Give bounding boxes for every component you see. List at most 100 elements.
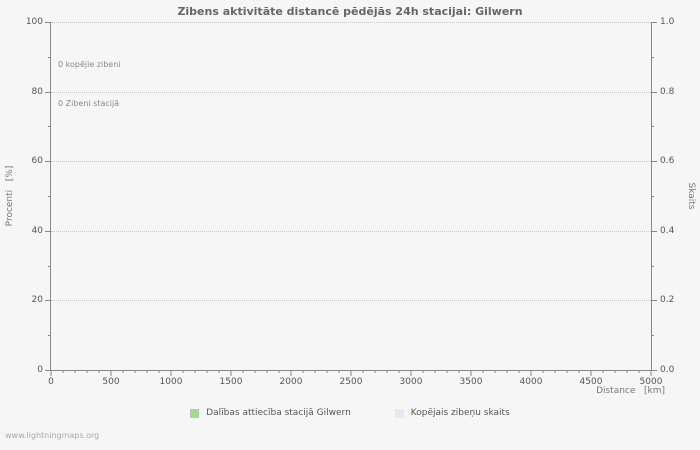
- legend-swatch-green: [190, 408, 200, 418]
- axis-minor-tick: [651, 196, 654, 197]
- axis-minor-tick: [458, 370, 460, 373]
- axis-minor-tick: [146, 370, 148, 373]
- y-tick-label-right: 1.0: [660, 17, 675, 27]
- axis-tick: [651, 22, 657, 23]
- x-axis-label: Distance [km]: [596, 386, 665, 396]
- axis-minor-tick: [651, 335, 654, 337]
- grid-line: [51, 230, 651, 232]
- axis-minor-tick: [651, 265, 654, 267]
- axis-tick: [651, 370, 657, 371]
- x-tick-label: 4000: [519, 377, 543, 387]
- axis-tick: [651, 91, 657, 93]
- x-tick-label: 500: [102, 377, 120, 387]
- axis-minor-tick: [158, 370, 160, 373]
- grid-line: [51, 22, 651, 23]
- axis-tick: [650, 370, 652, 376]
- y-tick-label-right: 0.2: [660, 295, 675, 306]
- legend-item-station-ratio: Dalības attiecība stacijā Gilwern: [190, 408, 351, 418]
- axis-tick: [530, 370, 532, 376]
- axis-tick: [50, 370, 52, 376]
- axis-minor-tick: [638, 370, 640, 373]
- axis-minor-tick: [314, 370, 316, 373]
- axis-minor-tick: [542, 370, 544, 373]
- x-tick-label: 1500: [219, 377, 243, 387]
- axis-tick: [45, 91, 51, 93]
- axis-minor-tick: [651, 126, 654, 128]
- axis-minor-tick: [122, 370, 124, 373]
- axis-minor-tick: [602, 370, 604, 373]
- y-tick-label-right: 0.8: [660, 86, 675, 97]
- axis-minor-tick: [482, 370, 484, 373]
- axis-tick: [45, 300, 51, 302]
- y-tick-label-left: 0: [37, 365, 43, 375]
- axis-minor-tick: [434, 370, 436, 373]
- axis-minor-tick: [398, 370, 400, 373]
- axis-tick: [45, 22, 51, 23]
- axis-minor-tick: [98, 370, 100, 373]
- axis-minor-tick: [326, 370, 328, 373]
- axis-minor-tick: [218, 370, 220, 373]
- axis-minor-tick: [302, 370, 304, 373]
- axis-tick: [410, 370, 412, 376]
- axis-minor-tick: [506, 370, 508, 373]
- legend-item-total-strikes: Kopējais zibeņu skaits: [394, 408, 510, 418]
- axis-tick: [651, 161, 657, 163]
- axis-tick: [45, 230, 51, 232]
- axis-minor-tick: [194, 370, 196, 373]
- y-axis-label-right: Skaits: [686, 182, 696, 210]
- axis-minor-tick: [651, 56, 654, 58]
- annotation-station-strikes: 0 Zibeni stacijā: [58, 99, 120, 108]
- axis-minor-tick: [422, 370, 424, 373]
- legend-swatch-lavender: [394, 408, 404, 418]
- y-tick-label-left: 20: [31, 295, 43, 306]
- y-tick-label-left: 60: [31, 156, 43, 167]
- axis-minor-tick: [254, 370, 256, 373]
- axis-minor-tick: [48, 56, 51, 58]
- axis-tick: [590, 370, 592, 376]
- axis-minor-tick: [48, 265, 51, 267]
- axis-minor-tick: [518, 370, 520, 373]
- legend-label: Kopējais zibeņu skaits: [410, 408, 510, 418]
- grid-line: [51, 161, 651, 163]
- grid-line: [51, 91, 651, 93]
- axis-minor-tick: [338, 370, 340, 373]
- axis-minor-tick: [446, 370, 448, 373]
- axis-minor-tick: [626, 370, 628, 373]
- axis-minor-tick: [566, 370, 568, 373]
- x-tick-label: 0: [48, 377, 54, 387]
- y-axis-label-left: Procenti [%]: [5, 165, 15, 227]
- axis-tick: [170, 370, 172, 376]
- y-tick-label-right: 0.4: [660, 225, 675, 236]
- axis-minor-tick: [614, 370, 616, 373]
- plot-area: 0 kopējie zibeni 0 Zibeni stacijā 0 0.0 20…: [26, 17, 675, 387]
- axis-minor-tick: [74, 370, 76, 373]
- axis-minor-tick: [494, 370, 496, 373]
- grid-line: [51, 300, 651, 302]
- axis-tick: [470, 370, 472, 376]
- axis-minor-tick: [48, 335, 51, 337]
- axis-minor-tick: [242, 370, 244, 373]
- axis-tick: [290, 370, 292, 376]
- axis-minor-tick: [386, 370, 388, 373]
- watermark-link[interactable]: www.lightningmaps.org: [5, 431, 100, 440]
- axis-minor-tick: [374, 370, 376, 373]
- y-tick-label-right: 0.0: [660, 365, 675, 375]
- axis-minor-tick: [362, 370, 364, 373]
- axis-minor-tick: [578, 370, 580, 373]
- axis-tick: [45, 161, 51, 163]
- axis-tick: [230, 370, 232, 376]
- chart-legend: Dalības attiecība stacijā Gilwern Kopēja…: [0, 408, 700, 418]
- axis-minor-tick: [48, 196, 51, 197]
- y-tick-label-right: 0.6: [660, 156, 675, 167]
- axis-minor-tick: [266, 370, 268, 373]
- axis-minor-tick: [206, 370, 208, 373]
- axis-minor-tick: [278, 370, 280, 373]
- y-tick-label-left: 100: [25, 17, 43, 27]
- x-tick-label: 2500: [339, 377, 363, 387]
- x-tick-label: 2000: [279, 377, 303, 387]
- axis-minor-tick: [86, 370, 88, 373]
- y-tick-label-left: 80: [31, 86, 43, 97]
- x-tick-label: 5000: [639, 377, 663, 387]
- plot-annotations: 0 kopējie zibeni 0 Zibeni stacijā: [58, 32, 121, 136]
